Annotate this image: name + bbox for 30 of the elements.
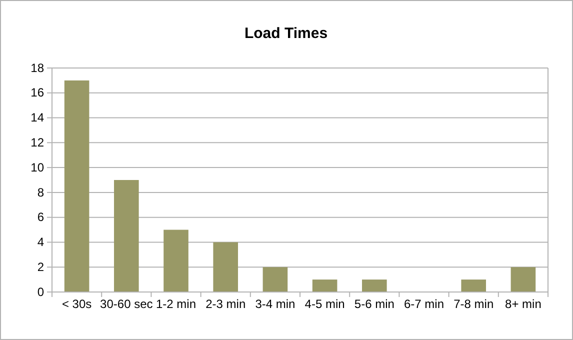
y-tick-label: 8 [37, 185, 44, 200]
bar [64, 80, 90, 292]
y-tick-label: 4 [37, 235, 44, 250]
y-tick-label: 0 [37, 284, 44, 299]
y-tick-label: 10 [30, 160, 44, 174]
bar [262, 267, 288, 292]
bar [164, 230, 188, 292]
y-tick-label: 14 [30, 110, 44, 125]
bar [461, 280, 486, 292]
bar [510, 267, 536, 292]
y-tick-label: 6 [37, 210, 44, 224]
bar [362, 280, 387, 292]
y-tick-label: 16 [30, 86, 44, 100]
bar [312, 280, 338, 292]
y-tick-label: 18 [30, 60, 44, 75]
x-tick-label: 6-7 min [404, 297, 444, 312]
bar [213, 242, 238, 292]
x-tick-label: 1-2 min [156, 297, 196, 312]
chart-title: Load Times [244, 25, 328, 42]
x-tick-label: 3-4 min [255, 297, 296, 312]
x-tick-label: 5-6 min [354, 297, 394, 312]
bar [114, 180, 139, 292]
x-tick-label: < 30s [62, 297, 92, 312]
y-tick-label: 12 [30, 136, 44, 150]
x-tick-label: 7-8 min [454, 297, 494, 312]
x-tick-label: 4-5 min [304, 297, 345, 312]
y-tick-label: 2 [37, 260, 44, 274]
x-tick-label: 30-60 sec [100, 297, 153, 312]
x-tick-label: 2-3 min [206, 297, 246, 312]
x-tick-label: 8+ min [505, 297, 542, 312]
